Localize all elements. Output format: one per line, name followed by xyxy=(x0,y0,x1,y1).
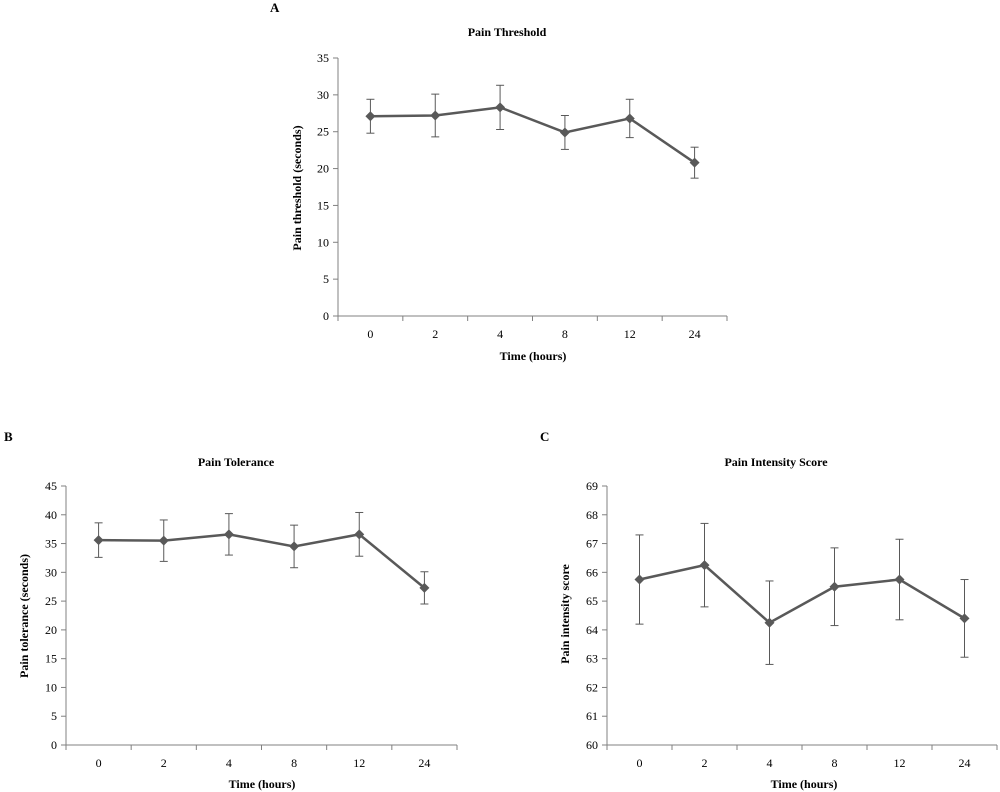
x-tick-label: 4 xyxy=(767,756,773,770)
data-point-marker xyxy=(559,127,570,138)
data-point-marker xyxy=(430,110,441,121)
data-point-marker xyxy=(223,529,234,540)
y-tick-label: 69 xyxy=(586,479,598,493)
data-point-marker xyxy=(689,157,700,168)
data-point-marker xyxy=(764,617,775,628)
data-point-marker xyxy=(894,574,905,585)
x-tick-label: 0 xyxy=(367,327,373,341)
y-axis-label-a: Pain threshold (seconds) xyxy=(290,125,304,250)
x-tick-label: 12 xyxy=(353,756,365,770)
series-line xyxy=(639,563,966,625)
y-tick-label: 45 xyxy=(45,479,57,493)
chart-title-a: Pain Threshold xyxy=(468,25,547,39)
x-tick-label: 2 xyxy=(702,756,708,770)
y-tick-label: 0 xyxy=(51,738,57,752)
data-point-marker xyxy=(959,613,970,624)
y-axis-label-b: Pain tolerance (seconds) xyxy=(17,554,31,678)
chart-panel-b: B Pain Tolerance Pain tolerance (seconds… xyxy=(4,429,458,791)
x-tick-label: 12 xyxy=(894,756,906,770)
y-tick-label: 62 xyxy=(586,680,598,694)
chart-title-c: Pain Intensity Score xyxy=(724,455,828,469)
data-point-marker xyxy=(829,581,840,592)
x-axis-label-b: Time (hours) xyxy=(229,777,296,791)
x-tick-label: 0 xyxy=(637,756,643,770)
x-tick-label: 2 xyxy=(432,327,438,341)
data-point-marker xyxy=(699,560,710,571)
y-tick-label: 67 xyxy=(586,537,598,551)
data-point-marker xyxy=(419,582,430,593)
x-tick-label: 2 xyxy=(161,756,167,770)
panel-letter-c: C xyxy=(540,429,549,444)
y-tick-label: 65 xyxy=(586,594,598,608)
data-point-marker xyxy=(495,102,506,113)
y-tick-label: 25 xyxy=(45,594,57,608)
y-tick-label: 68 xyxy=(586,508,598,522)
y-tick-label: 63 xyxy=(586,652,598,666)
y-tick-label: 20 xyxy=(317,162,329,176)
x-tick-label: 0 xyxy=(96,756,102,770)
y-tick-label: 10 xyxy=(45,680,57,694)
series-line xyxy=(98,533,426,589)
x-tick-label: 8 xyxy=(291,756,297,770)
x-axis-label-a: Time (hours) xyxy=(500,349,567,363)
y-tick-label: 10 xyxy=(317,235,329,249)
panel-letter-a: A xyxy=(270,0,280,15)
y-tick-label: 66 xyxy=(586,565,598,579)
x-tick-label: 4 xyxy=(497,327,503,341)
x-tick-label: 12 xyxy=(624,327,636,341)
panel-letter-b: B xyxy=(4,429,13,444)
chart-panel-a: A Pain Threshold Pain threshold (seconds… xyxy=(270,0,728,363)
series-line xyxy=(370,106,696,164)
y-tick-label: 35 xyxy=(45,537,57,551)
y-tick-label: 60 xyxy=(586,738,598,752)
data-point-marker xyxy=(93,535,104,546)
y-tick-label: 5 xyxy=(323,272,329,286)
x-axis-label-c: Time (hours) xyxy=(771,777,838,791)
x-tick-label: 4 xyxy=(226,756,232,770)
data-point-marker xyxy=(634,574,645,585)
y-tick-label: 61 xyxy=(586,709,598,723)
data-point-marker xyxy=(624,113,635,124)
data-point-marker xyxy=(158,535,169,546)
chart-title-b: Pain Tolerance xyxy=(198,455,275,469)
y-tick-label: 35 xyxy=(317,51,329,65)
y-tick-label: 40 xyxy=(45,508,57,522)
y-tick-label: 5 xyxy=(51,709,57,723)
x-tick-label: 24 xyxy=(689,327,701,341)
chart-panel-c: C Pain Intensity Score Pain intensity sc… xyxy=(540,429,998,791)
x-tick-label: 8 xyxy=(832,756,838,770)
data-point-marker xyxy=(354,529,365,540)
x-tick-label: 8 xyxy=(562,327,568,341)
x-tick-label: 24 xyxy=(959,756,971,770)
y-tick-label: 64 xyxy=(586,623,598,637)
y-tick-label: 25 xyxy=(317,125,329,139)
data-point-marker xyxy=(289,541,300,552)
x-tick-label: 24 xyxy=(418,756,430,770)
y-tick-label: 0 xyxy=(323,309,329,323)
data-point-marker xyxy=(365,111,376,122)
y-tick-label: 30 xyxy=(45,565,57,579)
y-tick-label: 15 xyxy=(45,652,57,666)
y-axis-label-c: Pain intensity score xyxy=(558,563,572,663)
y-tick-label: 15 xyxy=(317,198,329,212)
y-tick-label: 20 xyxy=(45,623,57,637)
y-tick-label: 30 xyxy=(317,88,329,102)
